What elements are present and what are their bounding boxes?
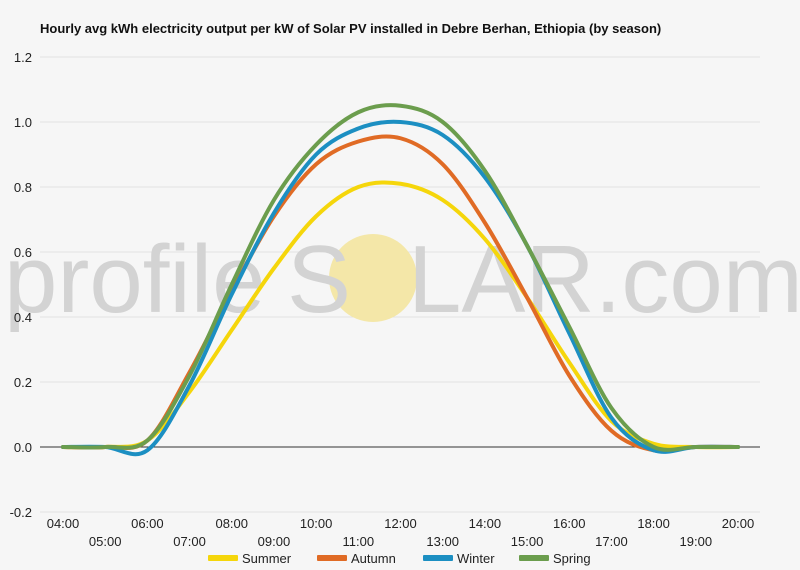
legend-label: Winter — [457, 551, 495, 566]
y-tick-label: 0.8 — [14, 180, 32, 195]
legend-swatch — [519, 555, 549, 561]
y-tick-label: -0.2 — [10, 505, 32, 520]
y-tick-label: 0.4 — [14, 310, 32, 325]
y-tick-label: 1.2 — [14, 50, 32, 65]
series-line-spring — [61, 103, 740, 452]
x-tick-label: 11:00 — [343, 534, 375, 549]
y-tick-label: 0.0 — [14, 440, 32, 455]
legend-item-summer[interactable]: Summer — [208, 551, 292, 566]
x-tick-label: 04:00 — [47, 516, 80, 531]
x-tick-label: 08:00 — [215, 516, 248, 531]
x-tick-label: 16:00 — [553, 516, 586, 531]
watermark: profile S LAR.com — [4, 226, 800, 333]
legend-swatch — [423, 555, 453, 561]
x-tick-label: 17:00 — [595, 534, 628, 549]
legend-item-spring[interactable]: Spring — [519, 551, 591, 566]
x-tick-label: 18:00 — [637, 516, 670, 531]
chart-title: Hourly avg kWh electricity output per kW… — [40, 21, 661, 36]
legend-label: Spring — [553, 551, 591, 566]
legend-item-winter[interactable]: Winter — [423, 551, 495, 566]
x-tick-label: 07:00 — [173, 534, 206, 549]
watermark-sun — [329, 234, 417, 322]
x-tick-label: 10:00 — [300, 516, 333, 531]
legend-label: Summer — [242, 551, 292, 566]
x-tick-label: 19:00 — [680, 534, 713, 549]
x-tick-label: 06:00 — [131, 516, 164, 531]
watermark-text-middle: S — [287, 226, 351, 333]
x-tick-label: 15:00 — [511, 534, 544, 549]
legend-item-autumn[interactable]: Autumn — [317, 551, 396, 566]
x-axis-ticks: 04:00 05:00 06:00 07:00 08:00 09:00 10:00 11:00… — [47, 516, 755, 549]
x-tick-label: 05:00 — [89, 534, 122, 549]
y-tick-label: 0.2 — [14, 375, 32, 390]
watermark-text-right: LAR.com — [408, 226, 800, 333]
series-line-winter — [61, 119, 740, 457]
x-tick-label: 14:00 — [469, 516, 502, 531]
legend-label: Autumn — [351, 551, 396, 566]
x-tick-label: 13:00 — [426, 534, 459, 549]
x-tick-label: 12:00 — [384, 516, 417, 531]
watermark-text-left: profile — [4, 226, 265, 333]
legend-swatch — [208, 555, 238, 561]
y-tick-label: 0.6 — [14, 245, 32, 260]
y-tick-label: 1.0 — [14, 115, 32, 130]
x-tick-label: 09:00 — [258, 534, 291, 549]
legend[interactable]: Summer Autumn Winter Spring — [208, 551, 591, 566]
legend-swatch — [317, 555, 347, 561]
x-tick-label: 20:00 — [722, 516, 755, 531]
y-axis-ticks: -0.2 0.0 0.2 0.4 0.6 0.8 1.0 1.2 — [10, 50, 32, 520]
series-lines — [40, 103, 760, 457]
